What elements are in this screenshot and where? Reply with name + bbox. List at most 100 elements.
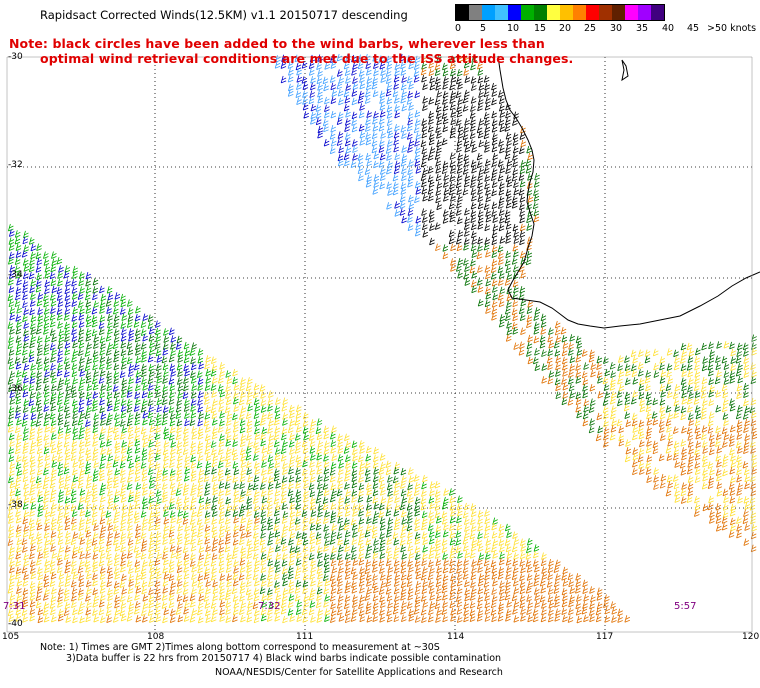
wind-barb xyxy=(78,454,84,462)
wind-barb xyxy=(401,131,407,139)
wind-barb xyxy=(148,489,155,498)
wind-barb xyxy=(296,75,303,83)
wind-barb xyxy=(154,432,161,441)
wind-barb xyxy=(63,482,70,490)
wind-barb xyxy=(485,271,491,280)
wind-barb xyxy=(735,368,742,377)
wind-barb xyxy=(533,321,540,330)
wind-barb xyxy=(680,488,687,497)
wind-barb xyxy=(84,292,91,301)
wind-barb xyxy=(142,334,148,342)
wind-barb xyxy=(575,601,581,610)
wind-barb xyxy=(36,370,42,378)
wind-barb xyxy=(43,467,49,476)
wind-barb xyxy=(392,173,399,182)
wind-barb xyxy=(420,139,427,148)
wind-barb xyxy=(343,89,350,98)
wind-barb xyxy=(324,579,330,587)
wind-barb xyxy=(148,454,154,462)
wind-barb xyxy=(43,375,49,384)
wind-barb xyxy=(57,391,64,399)
wind-barb xyxy=(547,376,554,385)
wind-barb xyxy=(169,383,176,392)
wind-barb xyxy=(743,349,749,357)
wind-barb xyxy=(190,468,197,477)
wind-barb xyxy=(35,251,42,260)
wind-barb xyxy=(57,418,64,426)
wind-barb xyxy=(126,446,133,455)
wind-barb xyxy=(260,482,266,490)
wind-barb xyxy=(245,572,252,580)
wind-barb xyxy=(7,418,14,427)
wind-barb xyxy=(379,90,386,99)
wind-barb xyxy=(309,489,316,498)
wind-barb xyxy=(281,544,288,552)
wind-barb xyxy=(541,552,547,560)
wind-barb xyxy=(280,446,287,455)
wind-barb xyxy=(93,593,100,602)
wind-barb xyxy=(70,488,77,497)
wind-barb xyxy=(357,159,364,168)
wind-barb xyxy=(302,82,309,90)
wind-barb xyxy=(15,475,22,483)
wind-barb xyxy=(492,152,498,161)
wind-barb xyxy=(16,545,22,553)
wind-barb xyxy=(324,104,330,113)
wind-barb xyxy=(729,508,736,517)
wind-barb xyxy=(413,474,420,482)
wind-barb xyxy=(72,475,79,483)
wind-barb xyxy=(114,600,120,609)
wind-barb xyxy=(282,397,288,405)
wind-barb xyxy=(435,544,441,552)
wind-barb xyxy=(43,475,50,483)
wind-barb xyxy=(483,531,490,539)
wind-barb xyxy=(107,531,113,539)
wind-barb xyxy=(352,453,358,462)
wind-barb xyxy=(639,404,646,413)
wind-barb xyxy=(274,489,281,497)
wind-barb xyxy=(92,565,98,573)
wind-barb xyxy=(197,565,203,574)
wind-barb xyxy=(393,559,400,567)
wind-barb xyxy=(434,480,441,489)
wind-barb xyxy=(232,530,239,538)
wind-barb xyxy=(281,516,288,524)
wind-barb xyxy=(267,516,273,525)
wind-barb xyxy=(93,460,99,469)
wind-barb xyxy=(434,510,441,519)
wind-barb xyxy=(630,349,637,358)
wind-barb xyxy=(567,398,574,406)
footnote-line2: 3)Data buffer is 22 hrs from 20150717 4)… xyxy=(66,653,502,664)
wind-barb xyxy=(72,265,78,274)
wind-barb xyxy=(140,510,147,518)
wind-barb xyxy=(212,579,218,588)
wind-barb xyxy=(470,159,477,168)
wind-barb xyxy=(575,355,582,363)
wind-barb xyxy=(63,466,70,475)
wind-barb xyxy=(632,452,639,461)
wind-barb xyxy=(505,230,512,238)
wind-barb xyxy=(57,348,64,357)
wind-barb xyxy=(275,544,281,552)
wind-barb xyxy=(135,348,141,356)
wind-barb xyxy=(30,571,37,580)
wind-barb xyxy=(526,341,533,350)
wind-barb xyxy=(427,125,434,133)
wind-barb xyxy=(686,397,693,405)
wind-barb xyxy=(708,495,714,504)
wind-barb xyxy=(197,426,204,435)
wind-barb xyxy=(393,566,400,574)
wind-barb xyxy=(37,313,44,322)
wind-barb xyxy=(672,391,679,400)
wind-barb xyxy=(294,418,301,426)
wind-barb xyxy=(126,551,133,559)
wind-barb xyxy=(15,530,22,538)
wind-barb xyxy=(379,481,385,490)
wind-barb xyxy=(225,607,231,615)
wind-barb xyxy=(394,68,400,77)
wind-barb xyxy=(224,405,231,414)
wind-barb xyxy=(337,538,343,546)
wind-barb xyxy=(51,348,57,356)
wind-barb xyxy=(562,579,569,587)
wind-barb xyxy=(70,579,77,588)
